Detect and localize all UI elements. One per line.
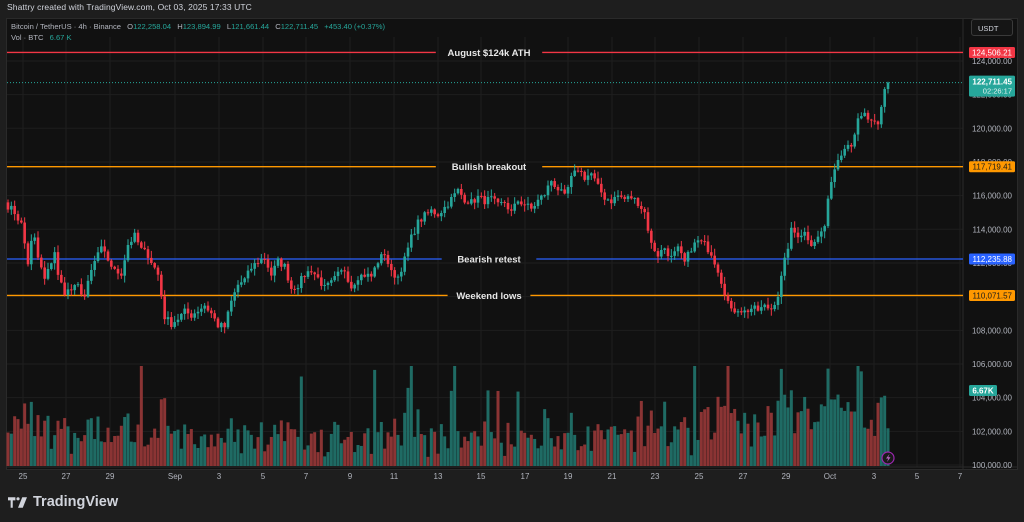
- time-tick-label: 19: [564, 472, 573, 481]
- currency-button[interactable]: USDT: [971, 19, 1013, 36]
- level-label[interactable]: August $124k ATH: [448, 48, 531, 59]
- level-price-badge: 117,719.41: [973, 163, 1013, 172]
- candle-countdown: 02:26:17: [983, 87, 1012, 96]
- time-tick-label: 25: [19, 472, 28, 481]
- time-tick-label: 9: [348, 472, 353, 481]
- price-badges: 124,506.21 117,719.41 112,235.88 110,071.57…: [881, 46, 1015, 465]
- horizontal-levels[interactable]: August $124k ATH Bullish breakout Bearish …: [7, 48, 963, 302]
- time-tick-label: 7: [958, 472, 963, 481]
- time-tick-label: 11: [390, 472, 399, 481]
- price-tick-label: 108,000.00: [972, 326, 1013, 335]
- time-tick-label: 7: [304, 472, 309, 481]
- tradingview-branding: TradingView: [8, 494, 118, 510]
- tradingview-logo-icon: [8, 496, 27, 508]
- level-label[interactable]: Bearish retest: [457, 255, 521, 266]
- brand-name: TradingView: [33, 494, 119, 510]
- candlesticks: [6, 81, 963, 334]
- volume-bars: [6, 366, 890, 466]
- time-tick-label: Oct: [824, 472, 837, 481]
- last-price-badge: 122,711.45: [972, 78, 1012, 87]
- time-tick-label: 27: [739, 472, 748, 481]
- time-tick-label: 13: [434, 472, 443, 481]
- time-tick-label: 3: [872, 472, 877, 481]
- change-value: +453.40 (+0.37%): [324, 22, 386, 31]
- time-tick-label: 3: [217, 472, 222, 481]
- time-tick-label: 17: [521, 472, 530, 481]
- time-tick-label: Sep: [168, 472, 183, 481]
- time-tick-label: 21: [608, 472, 617, 481]
- ohlc-row: Bitcoin / TetherUS · 4h · Binance O122,2…: [11, 22, 386, 31]
- open-value: 122,258.04: [133, 22, 172, 31]
- time-tick-label: 29: [782, 472, 791, 481]
- price-tick-label: 100,000.00: [972, 461, 1013, 470]
- price-tick-label: 114,000.00: [973, 225, 1013, 234]
- time-tick-label: 5: [915, 472, 920, 481]
- close-value: 122,711.45: [280, 22, 319, 31]
- level-price-badge: 112,235.88: [973, 255, 1013, 264]
- time-tick-label: 27: [62, 472, 71, 481]
- price-tick-label: 102,000.00: [972, 427, 1013, 436]
- level-label[interactable]: Weekend lows: [456, 291, 521, 302]
- volume-title[interactable]: Vol · BTC: [11, 33, 44, 42]
- lightning-icon[interactable]: [881, 451, 895, 465]
- volume-badge: 6.67K: [972, 387, 994, 396]
- low-value: 121,661.44: [231, 22, 270, 31]
- price-tick-label: 124,000.00: [972, 57, 1013, 66]
- price-tick-label: 104,000.00: [972, 394, 1013, 403]
- price-tick-label: 120,000.00: [972, 124, 1013, 133]
- price-tick-label: 106,000.00: [972, 360, 1013, 369]
- grid-lines: [7, 19, 1017, 469]
- level-label[interactable]: Bullish breakout: [452, 162, 527, 173]
- time-tick-label: 23: [651, 472, 660, 481]
- symbol-title[interactable]: Bitcoin / TetherUS · 4h · Binance: [11, 22, 122, 31]
- high-value: 123,894.99: [182, 22, 221, 31]
- chart-legend: Bitcoin / TetherUS · 4h · Binance O122,2…: [11, 21, 385, 43]
- chart-credit: Shattry created with TradingView.com, Oc…: [7, 2, 252, 12]
- time-tick-label: 29: [106, 472, 115, 481]
- time-axis[interactable]: 25 27 29 Sep 3 5 7 9 11 13 15 17 19 21 23 25 27 29 Oct 3 5 7: [19, 472, 963, 481]
- time-tick-label: 25: [695, 472, 704, 481]
- time-tick-label: 15: [477, 472, 486, 481]
- price-tick-label: 116,000.00: [973, 192, 1013, 201]
- level-price-badge: 110,071.57: [973, 291, 1013, 300]
- volume-value: 6.67 K: [49, 33, 72, 42]
- level-price-badge: 124,506.21: [972, 48, 1013, 57]
- time-tick-label: 5: [261, 472, 266, 481]
- volume-row: Vol · BTC 6.67 K: [11, 32, 385, 43]
